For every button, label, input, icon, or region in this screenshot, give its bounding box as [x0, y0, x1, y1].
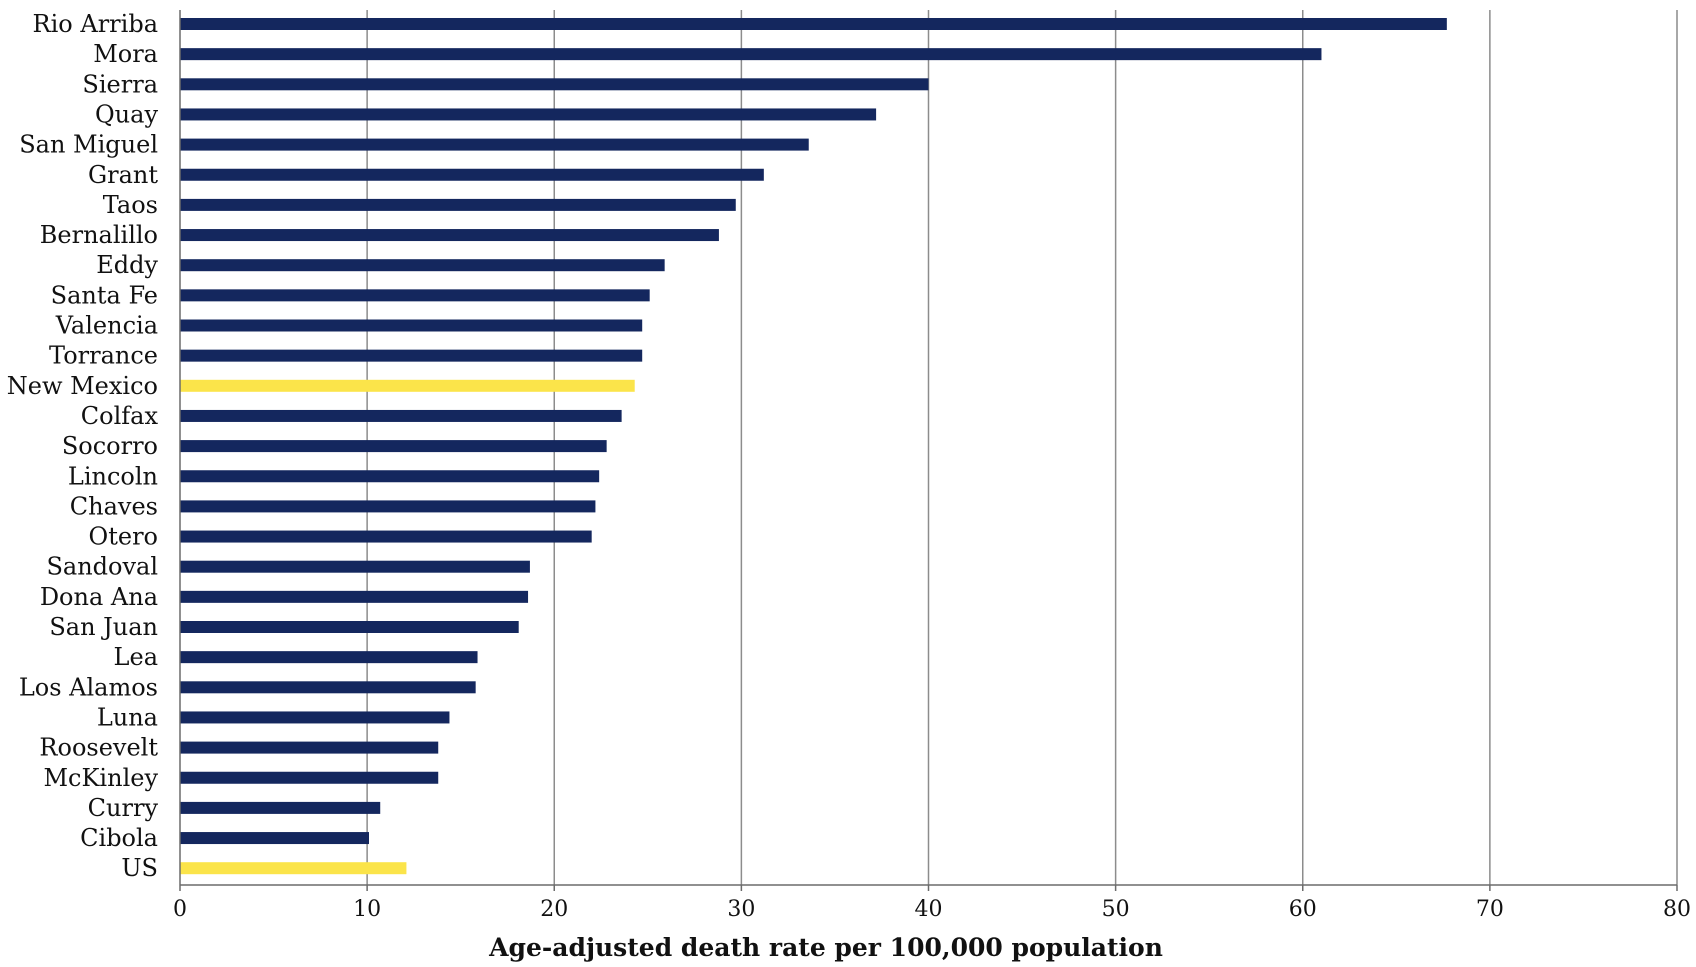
bar-rio-arriba — [180, 18, 1447, 30]
category-label: US — [121, 854, 158, 882]
bar-sandoval — [180, 560, 530, 573]
bar-eddy — [180, 259, 665, 272]
category-label: Torrance — [49, 342, 158, 370]
bar-new-mexico — [180, 379, 635, 392]
bar-chaves — [180, 500, 596, 513]
bar-roosevelt — [180, 741, 439, 754]
bar-santa-fe — [180, 289, 650, 302]
gridlines — [366, 10, 1678, 885]
bar-colfax — [180, 409, 622, 422]
category-label: Socorro — [62, 432, 158, 460]
category-label: Sierra — [82, 70, 158, 98]
category-label: Curry — [88, 794, 159, 822]
bar-otero — [180, 530, 592, 543]
tick-labels: 0 10 20 30 40 50 60 70 80 — [173, 897, 1691, 922]
x-tick-label: 10 — [353, 897, 381, 922]
bar-lincoln — [180, 470, 600, 483]
x-tick-label: 60 — [1289, 897, 1317, 922]
x-axis-title: Age-adjusted death rate per 100,000 popu… — [488, 933, 1163, 962]
category-label: Valencia — [55, 312, 158, 340]
category-label: Lea — [114, 643, 158, 671]
category-label: Mora — [93, 40, 158, 68]
bar-dona-ana — [180, 590, 529, 603]
category-label: Los Alamos — [19, 673, 158, 701]
category-label: Taos — [103, 191, 158, 219]
category-label: Otero — [89, 523, 158, 551]
bar-grant — [180, 168, 764, 181]
bar-san-miguel — [180, 138, 809, 151]
bar-socorro — [180, 440, 607, 453]
bar-us — [180, 862, 407, 875]
category-label: Roosevelt — [39, 734, 158, 762]
bar-bernalillo — [180, 229, 719, 242]
category-label: Cibola — [80, 824, 158, 852]
category-label: San Miguel — [19, 131, 158, 159]
x-tick-label: 70 — [1476, 897, 1504, 922]
x-tick-label: 50 — [1102, 897, 1130, 922]
category-label: Dona Ana — [40, 583, 158, 611]
bar-mckinley — [180, 771, 439, 784]
category-label: Bernalillo — [40, 221, 158, 249]
x-tick-label: 30 — [727, 897, 755, 922]
category-label: Luna — [97, 703, 158, 731]
axes — [179, 10, 1678, 891]
bar-valencia — [180, 319, 643, 332]
category-label: Sandoval — [46, 553, 158, 581]
category-label: Eddy — [96, 251, 158, 279]
bar-los-alamos — [180, 681, 476, 694]
bar-taos — [180, 198, 736, 211]
bar-sierra — [180, 78, 929, 91]
category-label: Lincoln — [68, 462, 158, 490]
category-label: Chaves — [70, 492, 158, 520]
bars — [180, 18, 1447, 875]
x-tick-label: 20 — [540, 897, 568, 922]
category-label: Colfax — [81, 402, 159, 430]
category-label: Santa Fe — [51, 281, 158, 309]
bar-curry — [180, 801, 381, 814]
x-tick-label: 40 — [915, 897, 943, 922]
bar-mora — [180, 48, 1322, 61]
bar-san-juan — [180, 621, 519, 633]
bar-torrance — [180, 349, 643, 362]
category-label: Rio Arriba — [33, 10, 158, 38]
category-label: New Mexico — [7, 372, 158, 400]
x-tick-label: 80 — [1663, 897, 1691, 922]
bar-lea — [180, 651, 478, 664]
bar-quay — [180, 108, 877, 121]
category-label: Grant — [88, 161, 158, 189]
category-label: Quay — [95, 100, 158, 128]
category-label: San Juan — [49, 613, 158, 641]
bar-cibola — [180, 832, 369, 845]
bar-luna — [180, 711, 450, 724]
x-tick-label: 0 — [173, 897, 187, 922]
category-label: McKinley — [43, 764, 158, 792]
